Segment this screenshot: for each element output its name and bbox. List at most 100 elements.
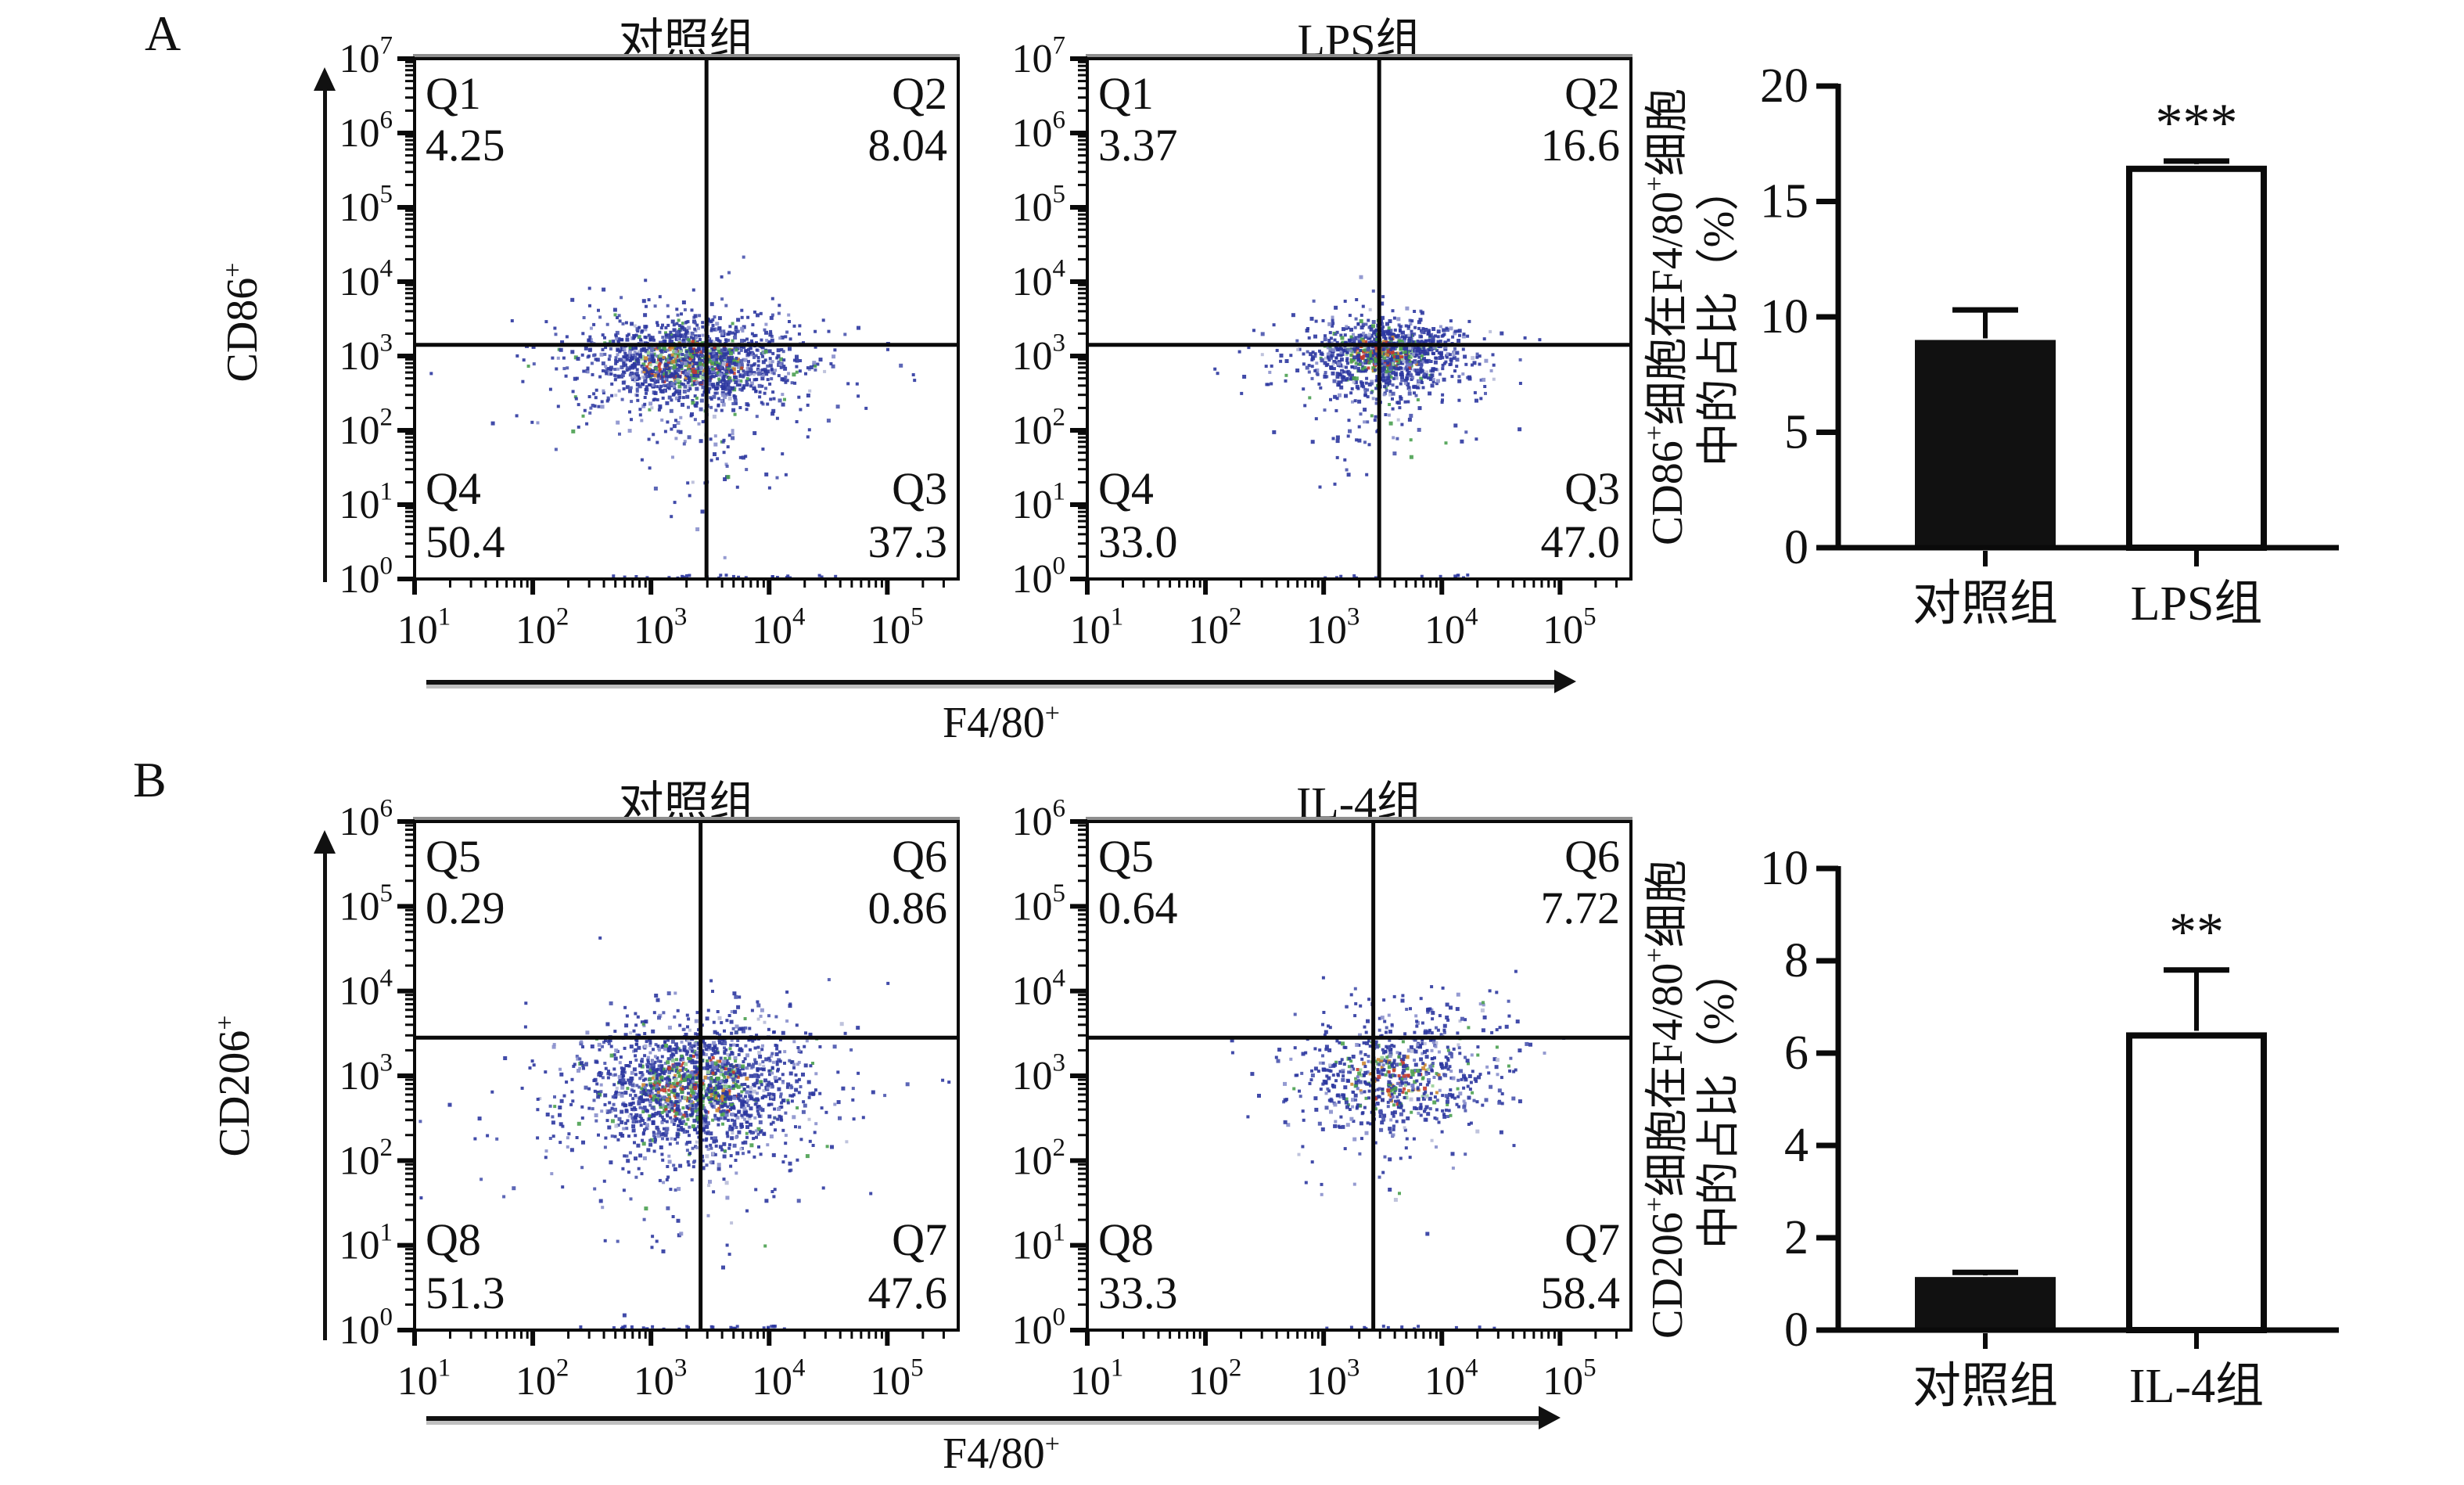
quadrant-gates: [416, 60, 957, 577]
category-label: LPS组: [2131, 577, 2263, 631]
error-bar: [2164, 158, 2229, 164]
arrow-shaft: [323, 84, 327, 582]
quadrant-name: Q8: [1098, 1214, 1154, 1265]
quadrant-percent: 50.4: [426, 516, 505, 567]
quadrant-name: Q3: [892, 463, 947, 514]
tick-label: 103: [1012, 329, 1066, 379]
quadrant-name: Q3: [1564, 463, 1620, 514]
tick-label: 103: [1306, 603, 1360, 653]
tick-label: 104: [1012, 255, 1066, 304]
tick-label: 103: [634, 603, 688, 653]
panel-b-label: B: [133, 752, 167, 807]
category-label: 对照组: [1913, 1360, 2058, 1413]
quadrant-gates: [1089, 823, 1629, 1329]
error-bar: [2164, 967, 2229, 1031]
quadrant-percent: 4.25: [426, 120, 505, 171]
panel-b-x-axis-marker: F4/80+: [943, 1429, 1060, 1478]
quadrant-percent: 51.3: [426, 1267, 505, 1318]
tick-label: 101: [1070, 1354, 1124, 1404]
tick-label: 101: [1070, 603, 1124, 653]
bar-对照组: 对照组: [1913, 340, 2058, 631]
panel-a-x-axis-arrow: [426, 670, 1576, 694]
y-axis-ticks: 100 101 102 103 104 105 106: [1012, 795, 1087, 1353]
quadrant-name: Q8: [426, 1214, 481, 1265]
tick-label: 102: [1012, 1134, 1066, 1183]
tick-label: 105: [1012, 181, 1066, 230]
tick-label: 104: [1424, 603, 1478, 653]
tick-label: 0: [1784, 1303, 1808, 1357]
quadrant-name: Q6: [1564, 831, 1620, 882]
tick-label: 15: [1760, 175, 1808, 228]
quadrant-name: Q1: [426, 68, 481, 119]
tick-label: 103: [1306, 1354, 1360, 1404]
tick-label: 10: [1760, 290, 1808, 343]
arrow-shaft: [426, 1416, 1540, 1421]
tick-label: 102: [515, 1354, 569, 1404]
significance-mark: **: [2169, 902, 2224, 962]
tick-label: 104: [752, 603, 806, 653]
tick-label: 102: [1188, 603, 1242, 653]
bar-IL-4组: IL-4组: [2126, 1032, 2267, 1413]
tick-label: 100: [339, 552, 393, 602]
tick-label: 101: [397, 1354, 451, 1404]
x-axis-ticks: 101 102 103 104 105: [1070, 1330, 1618, 1404]
y-axis-ticks: 100 101 102 103 104 105 106: [339, 795, 415, 1353]
tick-label: 101: [339, 478, 393, 527]
quadrant-percent: 3.37: [1098, 120, 1178, 171]
quadrant-name: Q7: [1564, 1214, 1620, 1265]
tick-label: 102: [339, 404, 393, 453]
quadrant-percent: 58.4: [1541, 1267, 1621, 1318]
y-axis-ticks: 100 101 102 103 104 105 106 107: [339, 32, 415, 602]
tick-label: 104: [1012, 964, 1066, 1013]
quadrant-percent: 16.6: [1541, 120, 1621, 171]
tick-label: 101: [1012, 478, 1066, 527]
quadrant-name: Q6: [892, 831, 947, 882]
tick-label: 104: [339, 255, 393, 304]
panel-b-y-axis-marker: CD206+: [210, 1015, 259, 1157]
quadrant-name: Q4: [426, 463, 481, 514]
panel-a-y-axis-arrow: [313, 67, 336, 582]
tick-label: 105: [1543, 603, 1597, 653]
tick-label: 102: [515, 603, 569, 653]
tick-label: 105: [1012, 879, 1066, 929]
tick-label: 8: [1784, 934, 1808, 987]
quadrant-percent: 47.6: [868, 1267, 948, 1318]
quadrant-percent: 8.04: [868, 120, 948, 171]
tick-label: 103: [634, 1354, 688, 1404]
tick-label: 100: [1012, 552, 1066, 602]
tick-label: 106: [339, 106, 393, 156]
tick-label: 105: [1543, 1354, 1597, 1404]
tick-label: 103: [339, 1049, 393, 1098]
significance-mark: ***: [2156, 93, 2238, 153]
tick-label: 102: [1012, 404, 1066, 453]
tick-label: 105: [870, 1354, 924, 1404]
bar-LPS组: LPS组: [2126, 165, 2267, 631]
tick-label: 107: [339, 32, 393, 81]
x-axis-ticks: 101 102 103 104 105: [1070, 579, 1618, 653]
quadrant-name: Q4: [1098, 463, 1154, 514]
quadrant-percent: 0.64: [1098, 883, 1178, 933]
scatter-points: [429, 255, 917, 580]
quadrant-percent: 0.29: [426, 883, 505, 933]
quadrant-name: Q2: [892, 68, 947, 119]
svg-text:CD86+细胞在F4/80+细胞: CD86+细胞在F4/80+细胞: [1643, 88, 1692, 545]
quadrant-percent: 7.72: [1541, 883, 1621, 933]
tick-label: 6: [1784, 1027, 1808, 1080]
category-label: 对照组: [1913, 577, 2058, 631]
scatter-points: [418, 936, 951, 1331]
svg-text:中的占比（%）: 中的占比（%）: [1695, 167, 1744, 467]
tick-label: 20: [1760, 59, 1808, 113]
tick-label: 103: [339, 329, 393, 379]
tick-label: 107: [1012, 32, 1066, 81]
tick-label: 101: [339, 1218, 393, 1267]
